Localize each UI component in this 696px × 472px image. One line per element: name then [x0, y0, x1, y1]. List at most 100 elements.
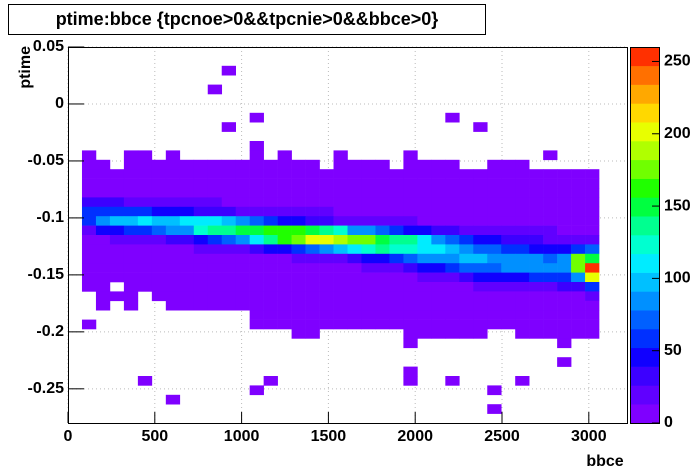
cell — [529, 272, 544, 283]
cell — [291, 282, 306, 292]
cell — [375, 263, 390, 273]
cell — [557, 188, 572, 198]
cell — [333, 300, 348, 311]
cell — [557, 282, 572, 292]
cell — [431, 225, 446, 236]
cell — [193, 159, 209, 170]
cell — [445, 188, 460, 198]
colorbar-swatch — [630, 103, 660, 123]
z-tick-label: 150 — [664, 197, 691, 214]
cell — [81, 216, 97, 226]
cell — [515, 206, 530, 217]
cell — [445, 197, 460, 208]
cell — [417, 188, 432, 198]
cell — [319, 310, 334, 320]
cell — [571, 263, 586, 273]
cell — [179, 216, 195, 226]
cell — [277, 282, 292, 292]
cell — [235, 159, 250, 170]
cell — [179, 291, 195, 302]
cell — [263, 272, 278, 283]
cell — [501, 272, 516, 283]
cell — [319, 291, 334, 302]
cell — [263, 216, 278, 226]
cell — [459, 310, 474, 320]
cell — [375, 206, 390, 217]
cell — [473, 188, 488, 198]
cell — [235, 169, 250, 179]
cell — [95, 282, 111, 292]
cell — [319, 235, 334, 245]
cell — [347, 197, 362, 208]
cell — [389, 188, 404, 198]
x-tick-label: 0 — [64, 428, 73, 445]
colorbar-swatch — [630, 385, 660, 405]
cell — [305, 319, 320, 330]
cell — [529, 310, 544, 320]
cell — [165, 235, 181, 245]
cell — [347, 310, 362, 320]
cell — [501, 225, 516, 236]
cell — [403, 206, 418, 217]
z-tick-label: 50 — [664, 342, 682, 359]
cell — [123, 150, 139, 161]
cell — [95, 206, 111, 217]
cell — [361, 188, 376, 198]
cell — [473, 263, 488, 273]
y-tick-label: -0.2 — [36, 323, 64, 340]
cell — [193, 169, 209, 179]
cell — [95, 169, 111, 179]
cell — [305, 169, 320, 179]
cell — [445, 376, 460, 386]
cell — [207, 263, 223, 273]
cell — [347, 169, 362, 179]
cell — [445, 169, 460, 179]
cell — [319, 253, 334, 264]
cell — [347, 244, 362, 255]
cell — [571, 272, 586, 283]
cell — [543, 263, 558, 273]
cell — [375, 235, 390, 245]
cell — [193, 272, 209, 283]
cell — [487, 272, 502, 283]
cell — [403, 272, 418, 283]
cell — [333, 216, 348, 226]
cell — [277, 253, 292, 264]
cell — [179, 197, 195, 208]
cell — [515, 282, 530, 292]
cell — [221, 65, 236, 76]
cell — [543, 150, 558, 161]
cell — [333, 188, 348, 198]
cell — [95, 263, 111, 273]
z-tick-label: 100 — [664, 270, 691, 287]
cell — [543, 310, 558, 320]
cell — [501, 310, 516, 320]
cell — [319, 197, 334, 208]
cell — [487, 235, 502, 245]
cell — [515, 244, 530, 255]
cell — [529, 188, 544, 198]
cell — [193, 263, 209, 273]
cell — [417, 319, 432, 330]
cell — [137, 206, 153, 217]
cell — [207, 235, 223, 245]
cell — [263, 225, 278, 236]
cell — [417, 197, 432, 208]
cell — [291, 206, 306, 217]
cell — [263, 235, 278, 245]
cell — [361, 169, 376, 179]
cell — [445, 253, 460, 264]
colorbar-swatch — [630, 216, 660, 236]
cell — [361, 263, 376, 273]
cell — [207, 169, 223, 179]
cell — [277, 319, 292, 330]
cell — [515, 188, 530, 198]
cell — [249, 253, 264, 264]
cell — [249, 150, 264, 161]
cell — [109, 216, 125, 226]
axes: 0 500 1000 1500 2000 2500 3000-0.25-0.2-0.15-0… — [28, 38, 691, 445]
cell — [501, 319, 516, 330]
cell — [333, 310, 348, 320]
y-tick-label: -0.1 — [36, 209, 64, 226]
cell — [235, 178, 250, 189]
